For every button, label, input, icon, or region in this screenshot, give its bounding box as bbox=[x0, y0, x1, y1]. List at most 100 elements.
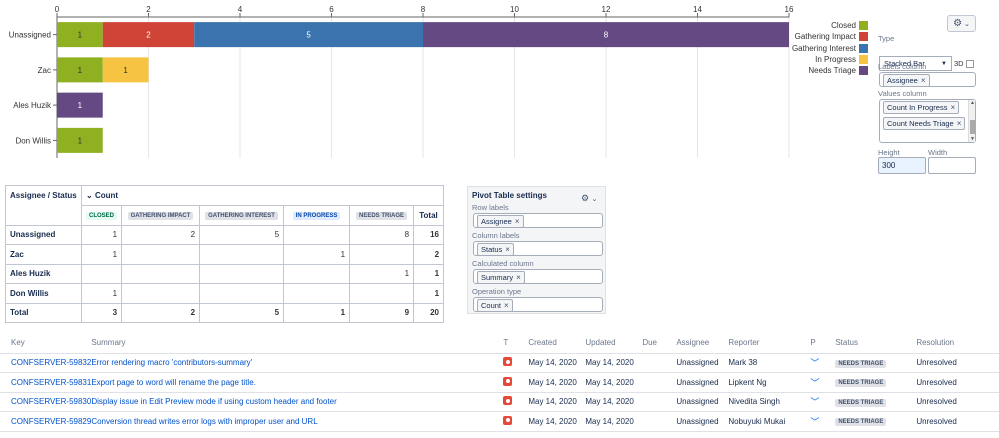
bar-data-label: 1 bbox=[78, 31, 83, 40]
values-column-field[interactable]: Count In Progress × Count Needs Triage × ▲… bbox=[879, 99, 976, 143]
issue-updated: May 14, 2020 bbox=[585, 392, 643, 412]
height-input[interactable]: 300 bbox=[878, 157, 926, 174]
col-created[interactable]: Created bbox=[528, 333, 586, 354]
bar-segment bbox=[102, 22, 195, 48]
pivot-setting-field[interactable]: Assignee × bbox=[473, 213, 603, 228]
issue-summary-link[interactable]: Conversion thread writes error logs with… bbox=[91, 416, 318, 426]
pivot-total-header: Total bbox=[413, 205, 445, 226]
values-scrollbar[interactable]: ▲ ▼ bbox=[968, 100, 975, 142]
width-input[interactable] bbox=[928, 157, 976, 174]
scroll-up-icon[interactable]: ▲ bbox=[970, 100, 975, 106]
issue-resolution: Unresolved bbox=[916, 353, 999, 373]
remove-tag-icon[interactable]: × bbox=[516, 273, 521, 282]
col-summary[interactable]: Summary bbox=[91, 333, 504, 354]
legend-label: Needs Triage bbox=[808, 66, 856, 76]
pivot-setting-label: Row labels bbox=[472, 203, 509, 212]
issue-summary-link[interactable]: Error rendering macro 'contributors-summ… bbox=[91, 358, 253, 368]
col-resolution[interactable]: Resolution bbox=[916, 333, 999, 354]
remove-tag-icon[interactable]: × bbox=[950, 103, 956, 112]
status-badge: NEEDS TRIAGE bbox=[835, 359, 887, 368]
issue-summary-link[interactable]: Export page to word will rename the page… bbox=[91, 377, 256, 387]
issue-assignee: Unassigned bbox=[676, 392, 729, 412]
three-d-checkbox[interactable] bbox=[965, 59, 974, 68]
pivot-setting-field[interactable]: Count × bbox=[473, 297, 603, 312]
table-row: CONFSERVER-59830 Display issue in Edit P… bbox=[0, 392, 999, 412]
legend-item[interactable]: Gathering Interest bbox=[780, 43, 868, 54]
legend-item[interactable]: Needs Triage bbox=[780, 65, 868, 76]
col-assignee[interactable]: Assignee bbox=[676, 333, 729, 354]
pivot-row: Zac 1 1 2 bbox=[5, 244, 445, 265]
issue-resolution: Unresolved bbox=[916, 411, 999, 432]
issue-key-link[interactable]: CONFSERVER-59832 bbox=[11, 358, 92, 368]
pivot-totals-row: Total 3 2 5 1 9 20 bbox=[5, 302, 445, 323]
legend-label: Gathering Impact bbox=[794, 32, 856, 42]
col-due[interactable]: Due bbox=[642, 333, 677, 354]
pivot-cell bbox=[349, 283, 415, 304]
pivot-column-header: IN PROGRESS bbox=[283, 205, 351, 226]
pivot-setting-label: Column labels bbox=[472, 231, 520, 240]
scroll-thumb[interactable] bbox=[970, 120, 975, 134]
remove-tag-icon[interactable]: × bbox=[505, 245, 510, 254]
legend-item[interactable]: In Progress bbox=[780, 54, 868, 65]
bug-icon bbox=[503, 376, 513, 386]
table-row: CONFSERVER-59831 Export page to word wil… bbox=[0, 372, 999, 393]
bar-data-label: 5 bbox=[306, 31, 311, 40]
chart-settings-button[interactable]: ⚙ ⌄ bbox=[947, 15, 976, 32]
col-type[interactable]: T bbox=[503, 333, 529, 354]
col-updated[interactable]: Updated bbox=[585, 333, 643, 354]
pivot-cell bbox=[199, 283, 285, 304]
bar-data-label: 1 bbox=[78, 136, 83, 145]
remove-tag-icon[interactable]: × bbox=[956, 119, 962, 128]
pivot-settings-button[interactable]: ⚙ ⌄ bbox=[581, 193, 597, 204]
gear-icon: ⚙ bbox=[953, 18, 963, 29]
scroll-down-icon[interactable]: ▼ bbox=[970, 136, 975, 142]
remove-tag-icon[interactable]: × bbox=[920, 76, 926, 85]
pivot-corner-header: Assignee / Status bbox=[5, 185, 82, 226]
col-priority[interactable]: P bbox=[810, 333, 836, 354]
pivot-setting-label: Calculated column bbox=[472, 259, 534, 268]
priority-low-icon: ﹀ bbox=[810, 397, 820, 408]
pivot-setting-field[interactable]: Summary × bbox=[473, 269, 603, 284]
col-reporter[interactable]: Reporter bbox=[728, 333, 811, 354]
chart-legend: Closed Gathering Impact Gathering Interest… bbox=[780, 20, 868, 76]
pivot-row-label: Don Willis bbox=[5, 283, 82, 304]
pivot-cell: 1 bbox=[283, 302, 351, 323]
labels-column-tag: Assignee × bbox=[883, 74, 930, 87]
col-status[interactable]: Status bbox=[835, 333, 917, 354]
col-key[interactable]: Key bbox=[0, 333, 92, 354]
status-lozenge: CLOSED bbox=[86, 212, 118, 221]
remove-tag-icon[interactable]: × bbox=[504, 301, 509, 310]
bug-icon bbox=[503, 357, 513, 367]
issue-summary-link[interactable]: Display issue in Edit Preview mode if us… bbox=[91, 397, 337, 407]
legend-item[interactable]: Gathering Impact bbox=[780, 31, 868, 42]
issue-created: May 14, 2020 bbox=[528, 392, 586, 412]
pivot-row: Unassigned 1 2 5 8 16 bbox=[5, 224, 445, 245]
pivot-cell: 1 bbox=[80, 244, 123, 265]
labels-column-field[interactable]: Assignee × bbox=[879, 72, 976, 87]
pivot-cell: 1 bbox=[80, 283, 123, 304]
issue-resolution: Unresolved bbox=[916, 372, 999, 393]
issue-key-link[interactable]: CONFSERVER-59831 bbox=[11, 377, 92, 387]
bar-segment bbox=[57, 127, 103, 153]
y-tick-label: Don Willis bbox=[15, 136, 51, 145]
chevron-down-icon: ⌄ bbox=[86, 191, 95, 200]
chart-type-value: Stacked Bar bbox=[884, 59, 925, 68]
legend-item[interactable]: Closed bbox=[780, 20, 868, 31]
issue-updated: May 14, 2020 bbox=[585, 353, 643, 373]
table-row: CONFSERVER-59832 Error rendering macro '… bbox=[0, 353, 999, 373]
legend-label: Closed bbox=[831, 21, 856, 30]
pivot-setting-field[interactable]: Status × bbox=[473, 241, 603, 256]
pivot-count-header[interactable]: ⌄ Count bbox=[80, 185, 445, 206]
pivot-cell: 2 bbox=[121, 224, 201, 245]
x-tick-label: 8 bbox=[421, 5, 426, 14]
pivot-setting-tag: Count × bbox=[477, 299, 513, 312]
issue-key-link[interactable]: CONFSERVER-59829 bbox=[11, 416, 92, 426]
chevron-down-icon: ⌄ bbox=[591, 196, 598, 203]
remove-tag-icon[interactable]: × bbox=[514, 217, 520, 226]
three-d-toggle[interactable]: 3D bbox=[954, 59, 974, 68]
width-label: Width bbox=[928, 148, 948, 157]
issue-key-link[interactable]: CONFSERVER-59830 bbox=[11, 397, 92, 407]
bar-data-label: 1 bbox=[78, 101, 83, 110]
chart-type-select[interactable]: Stacked Bar ▼ bbox=[879, 56, 952, 71]
pivot-cell: 1 bbox=[349, 263, 415, 284]
